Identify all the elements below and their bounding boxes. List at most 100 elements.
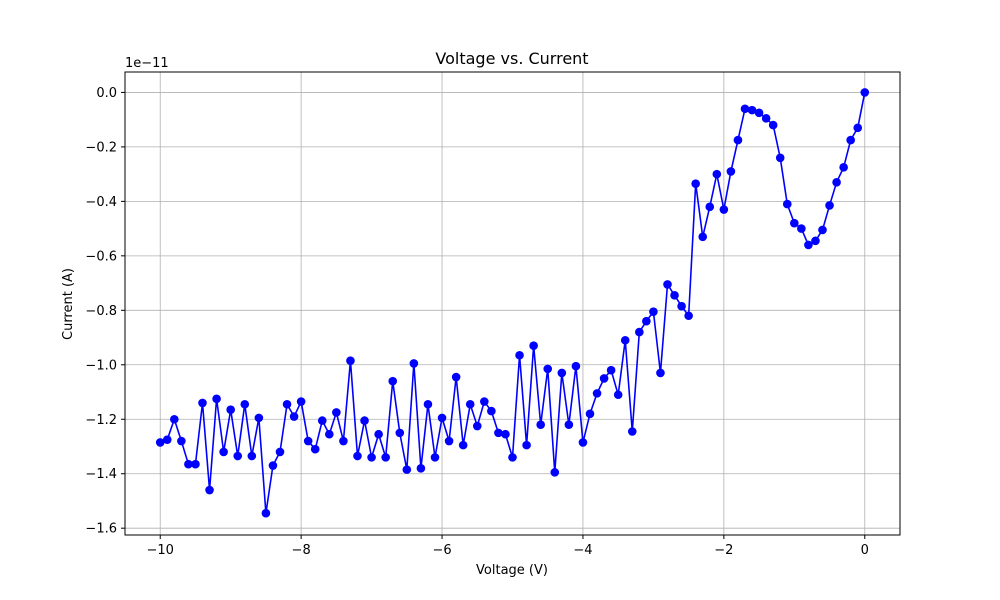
data-point — [656, 368, 665, 378]
data-point — [635, 327, 644, 337]
data-point — [198, 398, 207, 408]
data-point — [642, 316, 651, 326]
data-point — [282, 399, 292, 409]
data-point — [346, 356, 355, 365]
data-series — [155, 88, 870, 518]
data-point — [332, 408, 341, 417]
data-point — [536, 420, 545, 429]
y-tick-label: −0.2 — [85, 140, 117, 155]
data-point — [233, 451, 243, 461]
data-point — [155, 438, 165, 447]
data-point — [423, 399, 433, 409]
data-point — [472, 421, 482, 431]
y-axis-ticks: 0.0 −0.2 −0.4 −0.6 −0.8 −1.0 −1.2 −1.4 −1.6 — [85, 86, 125, 537]
data-point — [205, 485, 214, 495]
data-point — [480, 397, 489, 406]
data-point — [599, 374, 609, 383]
data-point — [465, 399, 475, 409]
grid — [125, 72, 900, 535]
data-point — [578, 438, 588, 447]
data-point — [627, 427, 637, 436]
data-point — [226, 405, 235, 415]
y-tick-label: −0.8 — [85, 304, 117, 319]
data-point — [691, 179, 700, 188]
x-tick-label: −8 — [292, 543, 311, 558]
data-point — [381, 453, 390, 462]
data-point — [797, 224, 806, 233]
data-point — [303, 436, 313, 446]
y-tick-label: 0.0 — [96, 86, 117, 101]
x-axis-ticks: −10 −8 −6 −4 −2 0 — [147, 535, 869, 558]
data-point — [374, 429, 383, 439]
data-point — [388, 376, 398, 386]
data-point — [240, 399, 250, 409]
data-point — [782, 199, 792, 209]
data-point — [684, 311, 693, 321]
data-point — [649, 307, 658, 316]
data-point — [409, 359, 419, 368]
data-point — [712, 169, 722, 179]
data-point — [444, 436, 454, 446]
data-point — [663, 280, 672, 289]
plot-frame — [124, 71, 901, 536]
data-point — [529, 341, 538, 351]
data-point — [437, 413, 447, 423]
data-point — [804, 240, 813, 250]
data-point — [846, 135, 855, 145]
data-point — [698, 232, 708, 242]
data-point — [761, 114, 771, 123]
data-point — [360, 416, 369, 425]
data-point — [754, 108, 764, 118]
data-point — [395, 428, 405, 438]
data-point — [310, 444, 320, 454]
data-point — [430, 453, 440, 462]
x-tick-label: −2 — [714, 543, 733, 558]
x-tick-label: −4 — [573, 543, 592, 558]
data-point — [219, 447, 228, 457]
data-point — [839, 163, 848, 172]
data-point — [501, 429, 510, 439]
x-tick-label: 0 — [861, 543, 869, 558]
data-point — [325, 429, 334, 439]
data-point — [620, 335, 630, 345]
data-point — [494, 428, 503, 438]
data-point — [367, 453, 376, 462]
data-point — [860, 88, 870, 97]
data-point — [458, 440, 468, 450]
chart-title: Voltage vs. Current — [435, 49, 588, 68]
data-point — [550, 468, 560, 477]
data-point — [825, 201, 834, 210]
data-point — [522, 440, 531, 450]
data-point — [247, 451, 257, 461]
data-point — [162, 435, 172, 444]
data-point — [268, 461, 278, 470]
data-point — [790, 218, 799, 228]
data-point — [184, 459, 193, 469]
y-tick-label: −1.0 — [85, 358, 117, 373]
data-point — [733, 135, 743, 145]
data-point — [275, 447, 285, 457]
data-point — [416, 463, 426, 473]
data-point — [177, 436, 186, 446]
data-point — [592, 389, 602, 398]
data-point — [571, 361, 581, 371]
y-axis-offset-label: 1e−11 — [125, 56, 169, 71]
data-point — [832, 178, 841, 187]
data-point — [487, 406, 496, 416]
data-point — [606, 365, 616, 375]
x-tick-label: −10 — [147, 543, 174, 558]
data-point — [585, 409, 595, 419]
data-point — [170, 414, 179, 424]
data-point — [353, 451, 362, 461]
data-point — [317, 416, 327, 425]
y-tick-label: −0.6 — [85, 249, 117, 264]
data-point — [768, 120, 778, 130]
data-point — [670, 291, 679, 300]
y-axis-label: Current (A) — [61, 268, 76, 340]
data-point — [289, 412, 299, 421]
y-tick-label: −1.4 — [85, 467, 117, 482]
data-point — [740, 104, 750, 114]
data-point — [811, 236, 820, 246]
